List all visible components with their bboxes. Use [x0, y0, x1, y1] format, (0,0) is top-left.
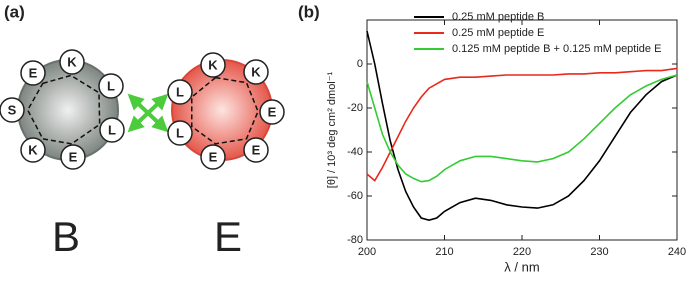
- residue: [20, 60, 46, 86]
- y-axis-label: [θ] / 10³ deg cm² dmol⁻¹: [326, 71, 338, 188]
- panel-label: (b): [298, 2, 320, 21]
- residue: [99, 117, 125, 143]
- y-tick-label: 0: [357, 58, 363, 70]
- residue: [0, 97, 25, 123]
- residue: [200, 52, 226, 78]
- residue-label: E: [69, 149, 78, 164]
- residue: [200, 144, 226, 170]
- residue: [167, 120, 193, 146]
- residue: [60, 144, 86, 170]
- wheel-path: [191, 76, 259, 145]
- residue: [20, 137, 46, 163]
- residue: [59, 49, 85, 75]
- x-tick-label: 210: [435, 246, 453, 258]
- helix-name: E: [214, 213, 242, 260]
- residue-label: K: [28, 142, 38, 157]
- y-tick-label: -40: [347, 146, 363, 158]
- residue-label: E: [268, 104, 277, 119]
- panel-label: (a): [4, 2, 25, 21]
- series-line: [366, 30, 678, 222]
- residue-label: E: [29, 65, 38, 80]
- wheel-path: [26, 74, 101, 145]
- residue: [167, 79, 193, 105]
- residue: [243, 137, 269, 163]
- residue-label: L: [176, 84, 184, 99]
- residue-label: E: [209, 149, 218, 164]
- x-tick-label: 220: [513, 246, 531, 258]
- x-tick-label: 230: [590, 246, 608, 258]
- x-axis-label: λ / nm: [504, 259, 539, 274]
- residue-label: K: [208, 57, 218, 72]
- series-line: [366, 67, 678, 182]
- y-tick-label: -20: [347, 102, 363, 114]
- residue-label: K: [67, 54, 77, 69]
- y-tick-label: -80: [347, 234, 363, 246]
- y-tick-label: -60: [347, 190, 363, 202]
- residue: [259, 99, 285, 125]
- residue-label: L: [108, 122, 116, 137]
- legend-label: 0.25 mM peptide E: [452, 27, 544, 39]
- residue-label: L: [107, 78, 115, 93]
- series-line: [366, 74, 678, 183]
- residue-label: S: [8, 102, 17, 117]
- helix-name: B: [52, 213, 80, 260]
- interaction-arrows: [127, 93, 169, 133]
- legend-label: 0.125 mM peptide B + 0.125 mM peptide E: [452, 43, 661, 55]
- residue: [98, 73, 124, 99]
- x-tick-label: 240: [668, 246, 686, 258]
- x-tick-label: 200: [358, 246, 376, 258]
- residue-label: L: [176, 125, 184, 140]
- residue: [243, 59, 269, 85]
- residue-label: E: [252, 142, 261, 157]
- residue-label: K: [251, 64, 261, 79]
- legend-label: 0.25 mM peptide B: [452, 11, 544, 23]
